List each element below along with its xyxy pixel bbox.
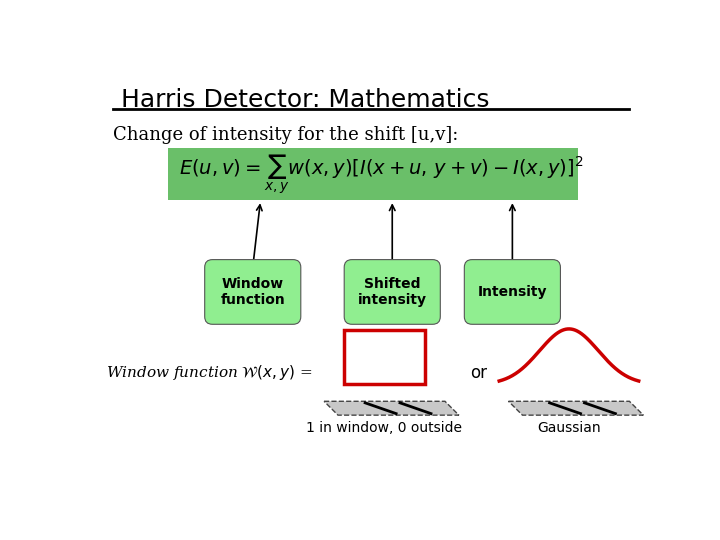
- FancyBboxPatch shape: [204, 260, 301, 325]
- FancyBboxPatch shape: [168, 148, 578, 200]
- Text: Intensity: Intensity: [477, 285, 547, 299]
- Text: Gaussian: Gaussian: [537, 421, 600, 435]
- FancyBboxPatch shape: [344, 260, 441, 325]
- Text: Window
function: Window function: [220, 277, 285, 307]
- Polygon shape: [508, 401, 644, 415]
- Text: 1 in window, 0 outside: 1 in window, 0 outside: [307, 421, 462, 435]
- Text: Window function $\mathcal{W}(x,y)$ =: Window function $\mathcal{W}(x,y)$ =: [106, 363, 312, 382]
- Text: Shifted
intensity: Shifted intensity: [358, 277, 427, 307]
- Bar: [344, 330, 426, 384]
- Text: Change of intensity for the shift [u,v]:: Change of intensity for the shift [u,v]:: [113, 126, 459, 144]
- Text: $E(u,v)=\sum_{x,y}w(x,y)\left[I(x+u,\,y+v)-I(x,y)\right]^{2}$: $E(u,v)=\sum_{x,y}w(x,y)\left[I(x+u,\,y+…: [179, 152, 583, 196]
- FancyBboxPatch shape: [464, 260, 560, 325]
- Text: Harris Detector: Mathematics: Harris Detector: Mathematics: [121, 88, 490, 112]
- Text: or: or: [471, 364, 487, 382]
- Polygon shape: [324, 401, 459, 415]
